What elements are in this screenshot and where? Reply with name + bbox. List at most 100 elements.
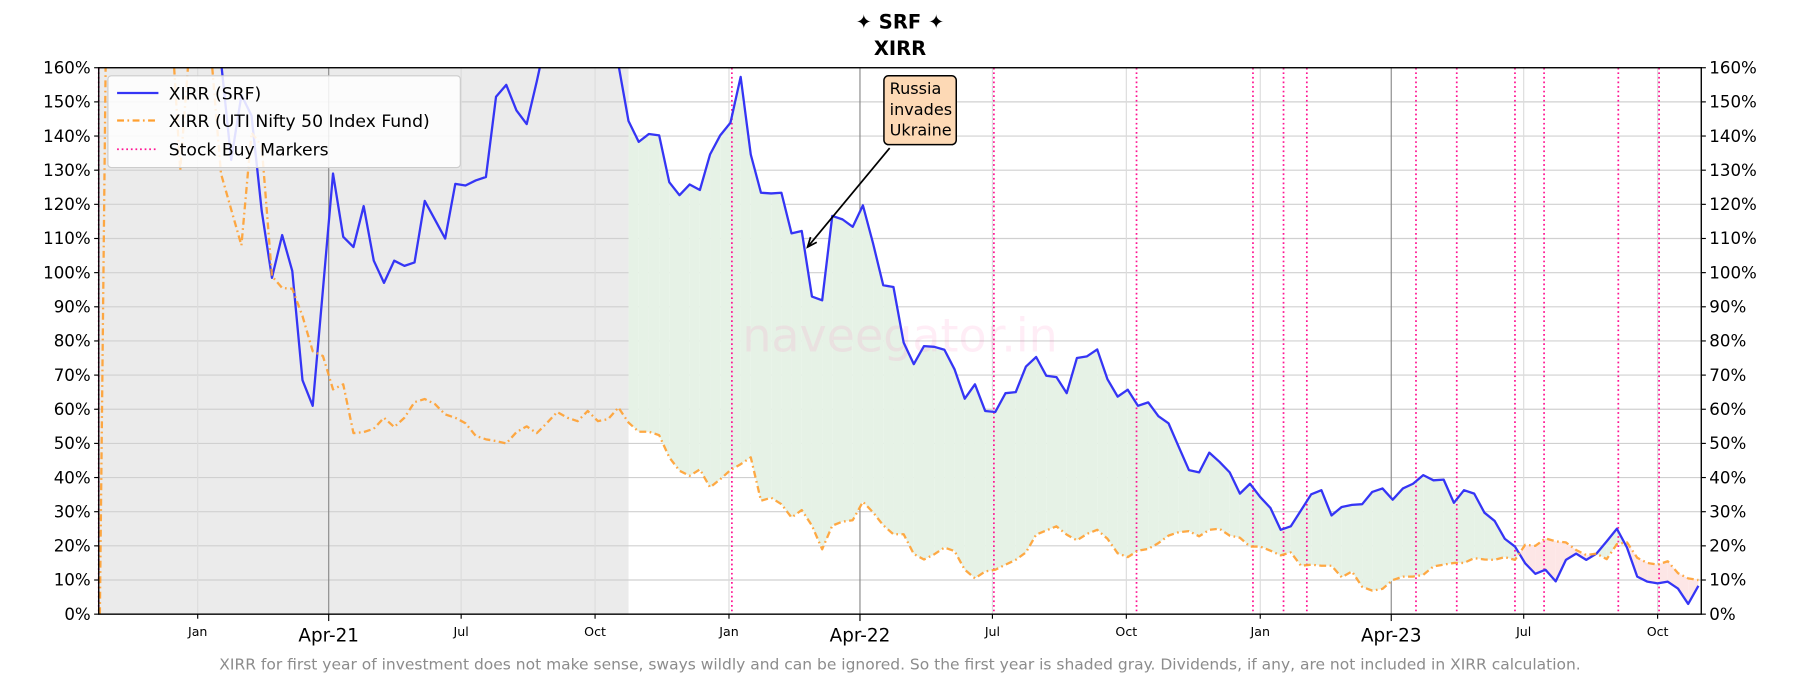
outperform-fill: [954, 369, 965, 570]
y-tick-label-right: 100%: [1709, 263, 1757, 282]
underperform-fill: [1565, 542, 1577, 560]
footnote: XIRR for first year of investment does n…: [219, 655, 1580, 673]
outperform-fill: [1076, 356, 1088, 541]
outperform-fill: [1015, 366, 1026, 560]
y-tick-label-left: 70%: [54, 366, 91, 385]
y-tick-label-right: 40%: [1709, 468, 1746, 487]
annotation-line-3: Ukraine: [890, 120, 952, 139]
outperform-fill: [852, 205, 863, 521]
outperform-fill: [710, 135, 721, 488]
outperform-fill: [1402, 483, 1414, 577]
outperform-fill: [974, 384, 986, 579]
y-tick-label-right: 50%: [1709, 434, 1746, 453]
outperform-fill: [1148, 402, 1159, 549]
outperform-fill: [1097, 349, 1108, 539]
x-tick-label: Jan: [187, 624, 207, 639]
y-tick-label-left: 60%: [54, 400, 91, 419]
outperform-fill: [679, 184, 690, 476]
x-tick-label: Jul: [1515, 624, 1531, 639]
outperform-fill: [1127, 389, 1138, 558]
x-tick-label: Jul: [453, 624, 469, 639]
outperform-fill: [1066, 358, 1077, 541]
x-tick-label: Apr-21: [298, 626, 359, 647]
outperform-fill: [781, 192, 792, 518]
outperform-fill: [985, 410, 996, 572]
outperform-fill: [1453, 490, 1465, 563]
outperform-fill: [1443, 479, 1454, 565]
outperform-fill: [628, 121, 639, 432]
outperform-fill: [720, 122, 731, 480]
y-tick-label-right: 110%: [1709, 229, 1757, 248]
x-tick-label: Jan: [1250, 624, 1270, 639]
legend-label-nifty: XIRR (UTI Nifty 50 Index Fund): [169, 112, 430, 132]
underperform-fill: [1535, 538, 1546, 574]
x-tick-label: Oct: [1115, 624, 1137, 639]
y-tick-label-right: 130%: [1709, 161, 1757, 180]
x-tick-label: Jan: [718, 624, 738, 639]
x-tick-label: Jul: [984, 624, 1000, 639]
outperform-fill: [1382, 488, 1393, 589]
outperform-fill: [689, 184, 700, 476]
outperform-fill: [801, 230, 812, 526]
outperform-fill: [1311, 490, 1322, 566]
outperform-fill: [740, 76, 751, 465]
y-tick-label-left: 130%: [43, 161, 91, 180]
y-tick-label-right: 60%: [1709, 400, 1746, 419]
outperform-fill: [944, 349, 955, 551]
outperform-fill: [995, 393, 1006, 570]
outperform-fill: [924, 346, 935, 560]
outperform-fill: [822, 215, 833, 550]
x-axis-ticks: Jan Apr-21 Jul Oct Jan Apr-22 Jul Oct Jan Apr-23 J…: [187, 614, 1669, 647]
annotation-russia-ukraine: Russia invades Ukraine: [806, 75, 957, 249]
outperform-fill: [750, 154, 761, 501]
outperform-fill: [862, 205, 874, 513]
performance-fill: [628, 76, 1699, 604]
legend: XIRR (SRF) XIRR (UTI Nifty 50 Index Fund…: [107, 75, 461, 169]
outperform-fill: [1219, 461, 1230, 536]
outperform-fill: [659, 135, 670, 458]
outperform-fill: [873, 243, 884, 526]
outperform-fill: [883, 285, 894, 535]
outperform-fill: [1188, 470, 1200, 537]
outperform-fill: [699, 154, 711, 488]
underperform-fill: [1555, 541, 1566, 582]
y-tick-label-right: 20%: [1709, 537, 1746, 556]
x-tick-label: Apr-23: [1361, 626, 1422, 647]
outperform-fill: [811, 296, 823, 550]
outperform-fill: [913, 346, 925, 560]
annotation-arrowhead-icon: [806, 236, 818, 249]
outperform-fill: [1107, 379, 1118, 554]
outperform-fill: [1464, 490, 1475, 563]
outperform-fill: [964, 384, 975, 579]
y-tick-label-left: 90%: [54, 298, 91, 317]
outperform-fill: [1494, 520, 1505, 560]
outperform-fill: [1178, 446, 1189, 533]
outperform-fill: [1301, 494, 1312, 566]
underperform-fill: [1667, 561, 1678, 589]
y-tick-label-left: 50%: [54, 434, 91, 453]
y-tick-label-left: 10%: [54, 571, 91, 590]
underperform-fill: [1545, 538, 1556, 582]
y-tick-label-right: 120%: [1709, 195, 1757, 214]
outperform-fill: [771, 192, 782, 505]
underperform-fill: [1657, 561, 1668, 584]
outperform-fill: [1484, 512, 1495, 560]
y-tick-label-right: 90%: [1709, 298, 1746, 317]
y-tick-label-left: 80%: [54, 332, 91, 351]
outperform-fill: [730, 76, 741, 471]
y-tick-label-left: 30%: [54, 502, 91, 521]
chart-subtitle: XIRR: [874, 37, 926, 60]
y-tick-label-left: 140%: [43, 127, 91, 146]
y-tick-label-right: 140%: [1709, 127, 1757, 146]
outperform-fill: [1087, 349, 1098, 534]
x-tick-label: Apr-22: [830, 626, 891, 647]
y-tick-label-left: 40%: [54, 468, 91, 487]
y-tick-label-right: 150%: [1709, 93, 1757, 112]
outperform-fill: [1260, 497, 1271, 551]
outperform-fill: [1372, 488, 1383, 591]
y-tick-label-left: 110%: [43, 229, 91, 248]
annotation-arrow: [806, 147, 891, 248]
outperform-fill: [1046, 375, 1057, 531]
annotation-line-1: Russia: [890, 79, 942, 98]
